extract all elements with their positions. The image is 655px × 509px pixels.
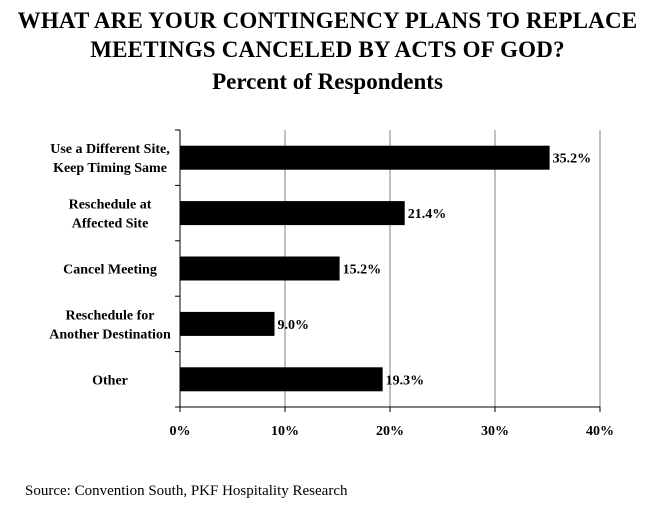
x-tick-label-3: 30% xyxy=(481,424,509,439)
category-label-0-line-0: Use a Different Site, xyxy=(50,142,170,157)
value-label-2: 15.2% xyxy=(343,263,382,278)
source-note: Source: Convention South, PKF Hospitalit… xyxy=(25,483,348,499)
value-label-3: 9.0% xyxy=(278,318,310,333)
chart-subtitle: Percent of Respondents xyxy=(212,69,443,94)
category-label-2: Cancel Meeting xyxy=(63,263,157,278)
value-label-4: 19.3% xyxy=(386,373,425,388)
chart-title-line-1: WHAT ARE YOUR CONTINGENCY PLANS TO REPLA… xyxy=(17,8,638,33)
bar-4 xyxy=(180,367,383,392)
category-label-0: Use a Different Site, Keep Timing Same xyxy=(50,142,170,176)
category-label-3-line-0: Reschedule for xyxy=(65,308,154,323)
category-label-4-line-0: Other xyxy=(92,373,128,388)
x-tick-label-0: 0% xyxy=(170,424,191,439)
value-label-0: 35.2% xyxy=(553,152,592,167)
bar-2 xyxy=(180,256,340,281)
chart-title-line-2: MEETINGS CANCELED BY ACTS OF GOD? xyxy=(90,37,565,62)
bar-0 xyxy=(180,145,550,170)
x-tick-label-2: 20% xyxy=(376,424,404,439)
category-label-1: Reschedule at Affected Site xyxy=(69,198,152,232)
category-label-4: Other xyxy=(92,373,128,388)
category-label-1-line-1: Affected Site xyxy=(72,217,149,232)
category-label-0-line-1: Keep Timing Same xyxy=(53,161,167,176)
category-label-3: Reschedule for Another Destination xyxy=(49,308,171,342)
category-label-3-line-1: Another Destination xyxy=(49,327,171,342)
category-label-1-line-0: Reschedule at xyxy=(69,198,152,213)
x-tick-label-4: 40% xyxy=(586,424,614,439)
x-tick-label-1: 10% xyxy=(271,424,299,439)
bar-3 xyxy=(180,311,275,336)
bars xyxy=(180,145,550,392)
category-label-2-line-0: Cancel Meeting xyxy=(63,263,157,278)
labels: 0% 10% 20% 30% 40% 35.2% Use a Different Site,… xyxy=(49,142,614,439)
bar-1 xyxy=(180,201,405,226)
value-label-1: 21.4% xyxy=(408,207,447,222)
